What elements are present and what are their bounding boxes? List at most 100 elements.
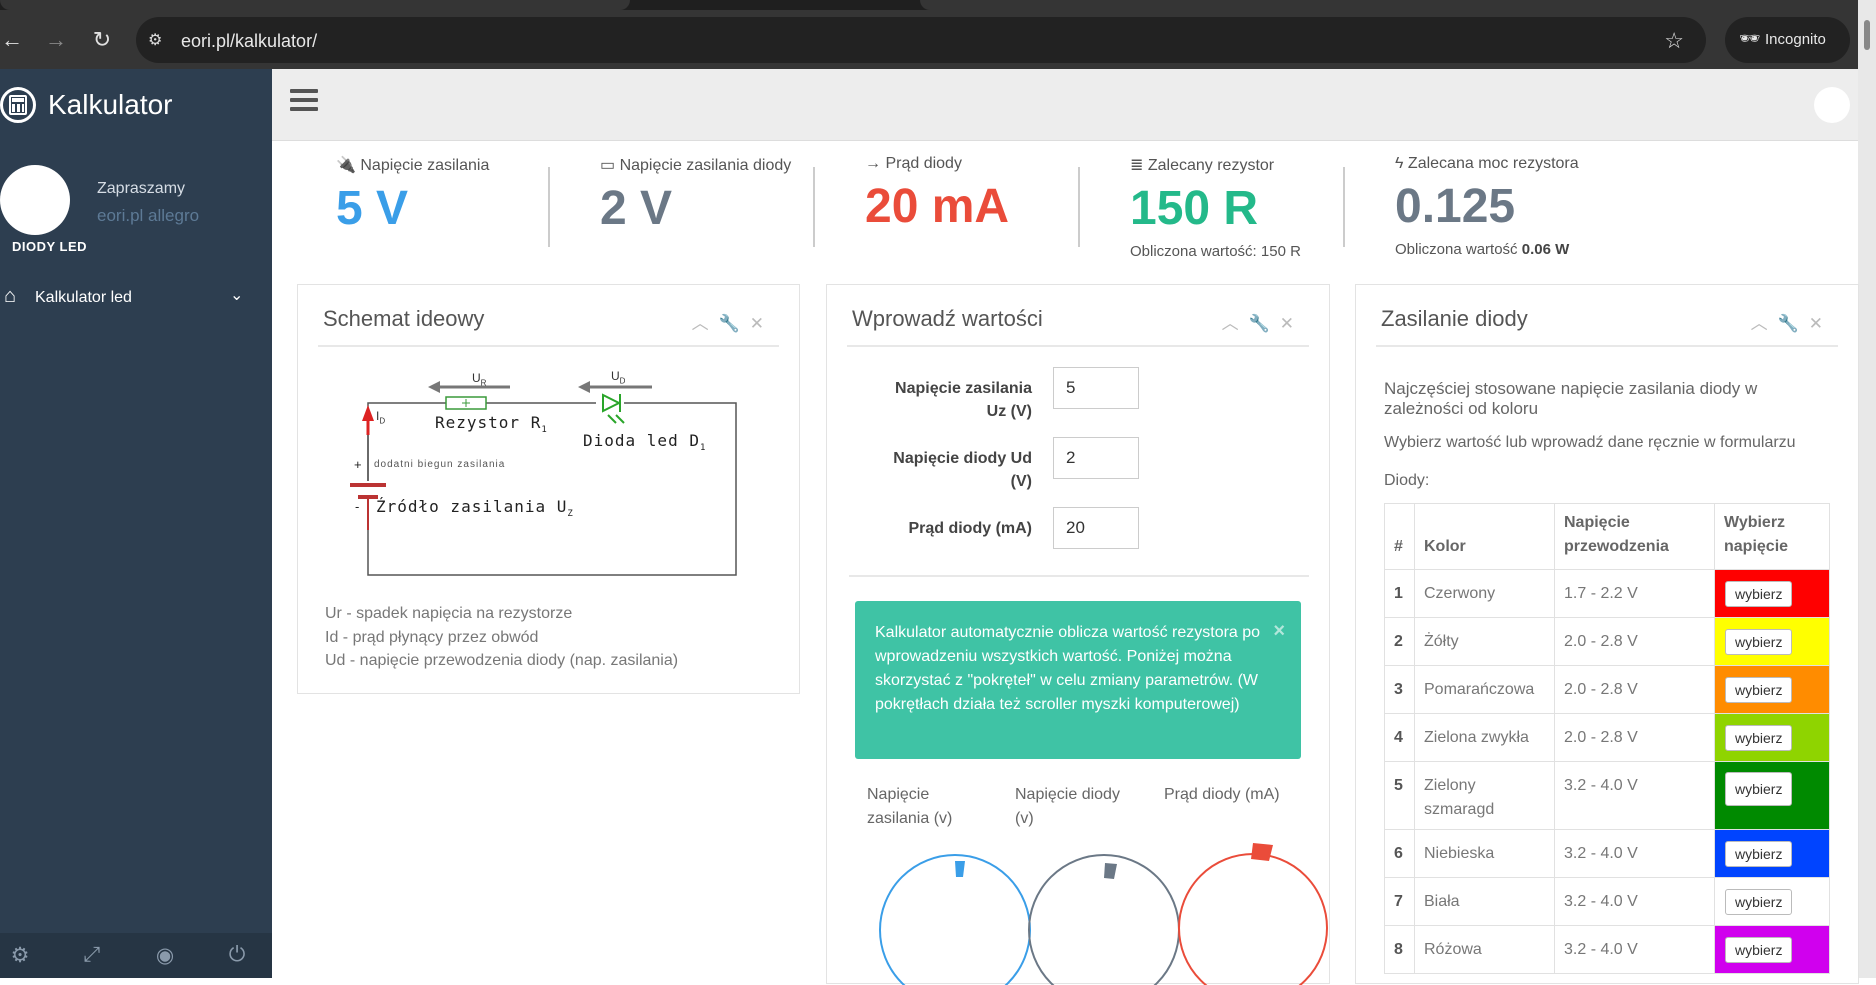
choose-button[interactable]: wybierz xyxy=(1725,772,1793,806)
address-bar[interactable]: ⚙ eori.pl/kalkulator/ ☆ xyxy=(136,17,1706,63)
stat-supply-voltage: 🔌 Napięcie zasilania 5 V xyxy=(336,155,489,237)
row-swatch: wybierz xyxy=(1714,665,1830,714)
forward-icon[interactable]: → xyxy=(45,27,67,52)
intro-text: Najczęściej stosowane napięcie zasilania… xyxy=(1384,379,1758,418)
table-row: 3 Pomarańczowa 2.0 - 2.8 V wybierz xyxy=(1384,665,1830,714)
brand-title: Kalkulator xyxy=(48,89,173,120)
panel-title: Schemat ideowy xyxy=(323,306,485,331)
power-icon[interactable]: ⏻ xyxy=(228,943,246,966)
back-icon[interactable]: ← xyxy=(1,27,23,52)
sidebar-item-label: Kalkulator led xyxy=(35,289,132,306)
shop-link[interactable]: eori.pl allegro xyxy=(97,206,200,225)
diode-voltage-input[interactable] xyxy=(1053,437,1139,479)
diode-label: Dioda led D1 xyxy=(583,431,707,454)
close-icon[interactable]: ✕ xyxy=(749,314,764,333)
stat-value: 5 V xyxy=(336,182,409,235)
close-icon[interactable]: ✕ xyxy=(1808,314,1823,333)
panel-tools: ︿ 🔧 ✕ xyxy=(1741,309,1823,334)
menu-toggle-icon[interactable] xyxy=(290,89,318,113)
collapse-icon[interactable]: ︿ xyxy=(1221,314,1239,333)
collapse-icon[interactable]: ︿ xyxy=(691,314,709,333)
bolt-icon: ϟ xyxy=(1395,155,1404,172)
table-row: 1 Czerwony 1.7 - 2.2 V wybierz xyxy=(1384,569,1830,618)
circuit-diagram xyxy=(350,381,737,576)
plug-icon: 🔌 xyxy=(336,157,356,174)
diodes-table: # Kolor Napięcie przewodzenia Wybierz napi… xyxy=(1384,503,1830,974)
sidebar-item-kalkulator-led[interactable]: ⌂ Kalkulator led ⌄ xyxy=(0,279,272,319)
wrench-icon[interactable]: 🔧 xyxy=(1248,314,1270,333)
choose-button[interactable]: wybierz xyxy=(1725,676,1793,703)
wrench-icon[interactable]: 🔧 xyxy=(718,314,740,333)
alert-close-icon[interactable]: × xyxy=(1273,620,1285,642)
diode-current-knob[interactable] xyxy=(1178,853,1328,985)
stat-label: ϟ Zalecana moc rezystora xyxy=(1395,155,1579,172)
supply-voltage-knob[interactable] xyxy=(879,854,1031,985)
scrollbar-thumb[interactable] xyxy=(1864,20,1870,50)
collapse-icon[interactable]: ︿ xyxy=(1750,314,1768,333)
divider xyxy=(849,575,1309,577)
settings-icon[interactable]: ⚙ xyxy=(10,944,30,967)
close-icon[interactable]: ✕ xyxy=(1279,314,1294,333)
legend-ud: Ud - napięcie przewodzenia diody (nap. z… xyxy=(325,652,679,669)
knob-indicator xyxy=(955,861,965,877)
browser-toolbar: ← → ↻ ⚙ eori.pl/kalkulator/ ☆ 🕶 Incognit… xyxy=(0,10,1876,69)
user-avatar xyxy=(0,165,70,235)
row-swatch: wybierz xyxy=(1714,925,1830,974)
row-color-name: Niebieska xyxy=(1414,829,1555,878)
choose-button[interactable]: wybierz xyxy=(1725,888,1793,915)
browser-tab[interactable] xyxy=(0,0,630,10)
stat-value: 0.125 xyxy=(1395,180,1516,233)
table-row: 2 Żółty 2.0 - 2.8 V wybierz xyxy=(1384,617,1830,666)
choose-button[interactable]: wybierz xyxy=(1725,840,1793,867)
diode-current-label: Prąd diody (mA) xyxy=(908,520,1032,537)
bookmark-star-icon[interactable]: ☆ xyxy=(1664,28,1684,53)
home-icon: ⌂ xyxy=(4,285,17,307)
browser-tab[interactable] xyxy=(920,0,1876,10)
ur-label: UR xyxy=(472,371,487,388)
stat-diode-voltage: ▭ Napięcie zasilania diody 2 V xyxy=(600,155,791,237)
fullscreen-icon[interactable]: ⤢ xyxy=(83,943,101,966)
row-voltage: 2.0 - 2.8 V xyxy=(1554,665,1715,714)
url-text[interactable]: eori.pl/kalkulator/ xyxy=(181,31,318,51)
sidebar-footer: ⚙ ⤢ ◉ ⏻ xyxy=(0,933,272,978)
row-swatch: wybierz xyxy=(1714,569,1830,618)
row-color-name: Zielona zwykła xyxy=(1414,713,1555,762)
table-header-row: # Kolor Napięcie przewodzenia Wybierz napi… xyxy=(1384,503,1830,570)
hide-icon[interactable]: ◉ xyxy=(155,944,175,967)
diode-current-input[interactable] xyxy=(1053,507,1139,549)
battery-icon: ▭ xyxy=(600,157,616,174)
stat-label: ▭ Napięcie zasilania diody xyxy=(600,157,792,174)
col-color: Kolor xyxy=(1414,503,1555,570)
chevron-down-icon[interactable]: ⌄ xyxy=(230,287,244,304)
browser-scrollbar[interactable] xyxy=(1858,0,1876,978)
panel-header: Schemat ideowy ︿ 🔧 ✕ xyxy=(318,285,779,347)
row-voltage: 2.0 - 2.8 V xyxy=(1554,713,1715,762)
plus-sign: + xyxy=(354,457,362,472)
legend-id: Id - prąd płynący przez obwód xyxy=(325,629,539,646)
diode-voltage-knob[interactable] xyxy=(1028,854,1180,985)
incognito-label: Incognito xyxy=(1765,31,1826,48)
table-row: 8 Różowa 3.2 - 4.0 V wybierz xyxy=(1384,925,1830,974)
supply-voltage-input[interactable] xyxy=(1053,367,1139,409)
incognito-indicator[interactable]: 🕶 Incognito xyxy=(1725,17,1850,63)
site-settings-icon[interactable]: ⚙ xyxy=(148,32,163,49)
choose-button[interactable]: wybierz xyxy=(1725,936,1793,963)
panel-header: Zasilanie diody ︿ 🔧 ✕ xyxy=(1376,285,1838,347)
choose-button[interactable]: wybierz xyxy=(1725,724,1793,751)
brand[interactable]: Kalkulator xyxy=(0,83,173,127)
row-voltage: 3.2 - 4.0 V xyxy=(1554,877,1715,926)
diode-supply-panel: Zasilanie diody ︿ 🔧 ✕ Najczęściej stosowan… xyxy=(1355,284,1859,984)
stat-label: → Prąd diody xyxy=(865,155,962,172)
reload-icon[interactable]: ↻ xyxy=(92,27,112,52)
knob-indicator xyxy=(1251,843,1273,861)
top-avatar[interactable] xyxy=(1814,87,1850,123)
stat-sub: Obliczona wartość 0.06 W xyxy=(1395,241,1570,258)
wrench-icon[interactable]: 🔧 xyxy=(1777,314,1799,333)
choose-button[interactable]: wybierz xyxy=(1725,628,1793,655)
divider xyxy=(548,167,550,247)
row-num: 8 xyxy=(1384,925,1415,974)
ud-label: UD xyxy=(611,369,626,386)
row-voltage: 2.0 - 2.8 V xyxy=(1554,617,1715,666)
panel-tools: ︿ 🔧 ✕ xyxy=(1212,309,1294,334)
choose-button[interactable]: wybierz xyxy=(1725,580,1793,607)
